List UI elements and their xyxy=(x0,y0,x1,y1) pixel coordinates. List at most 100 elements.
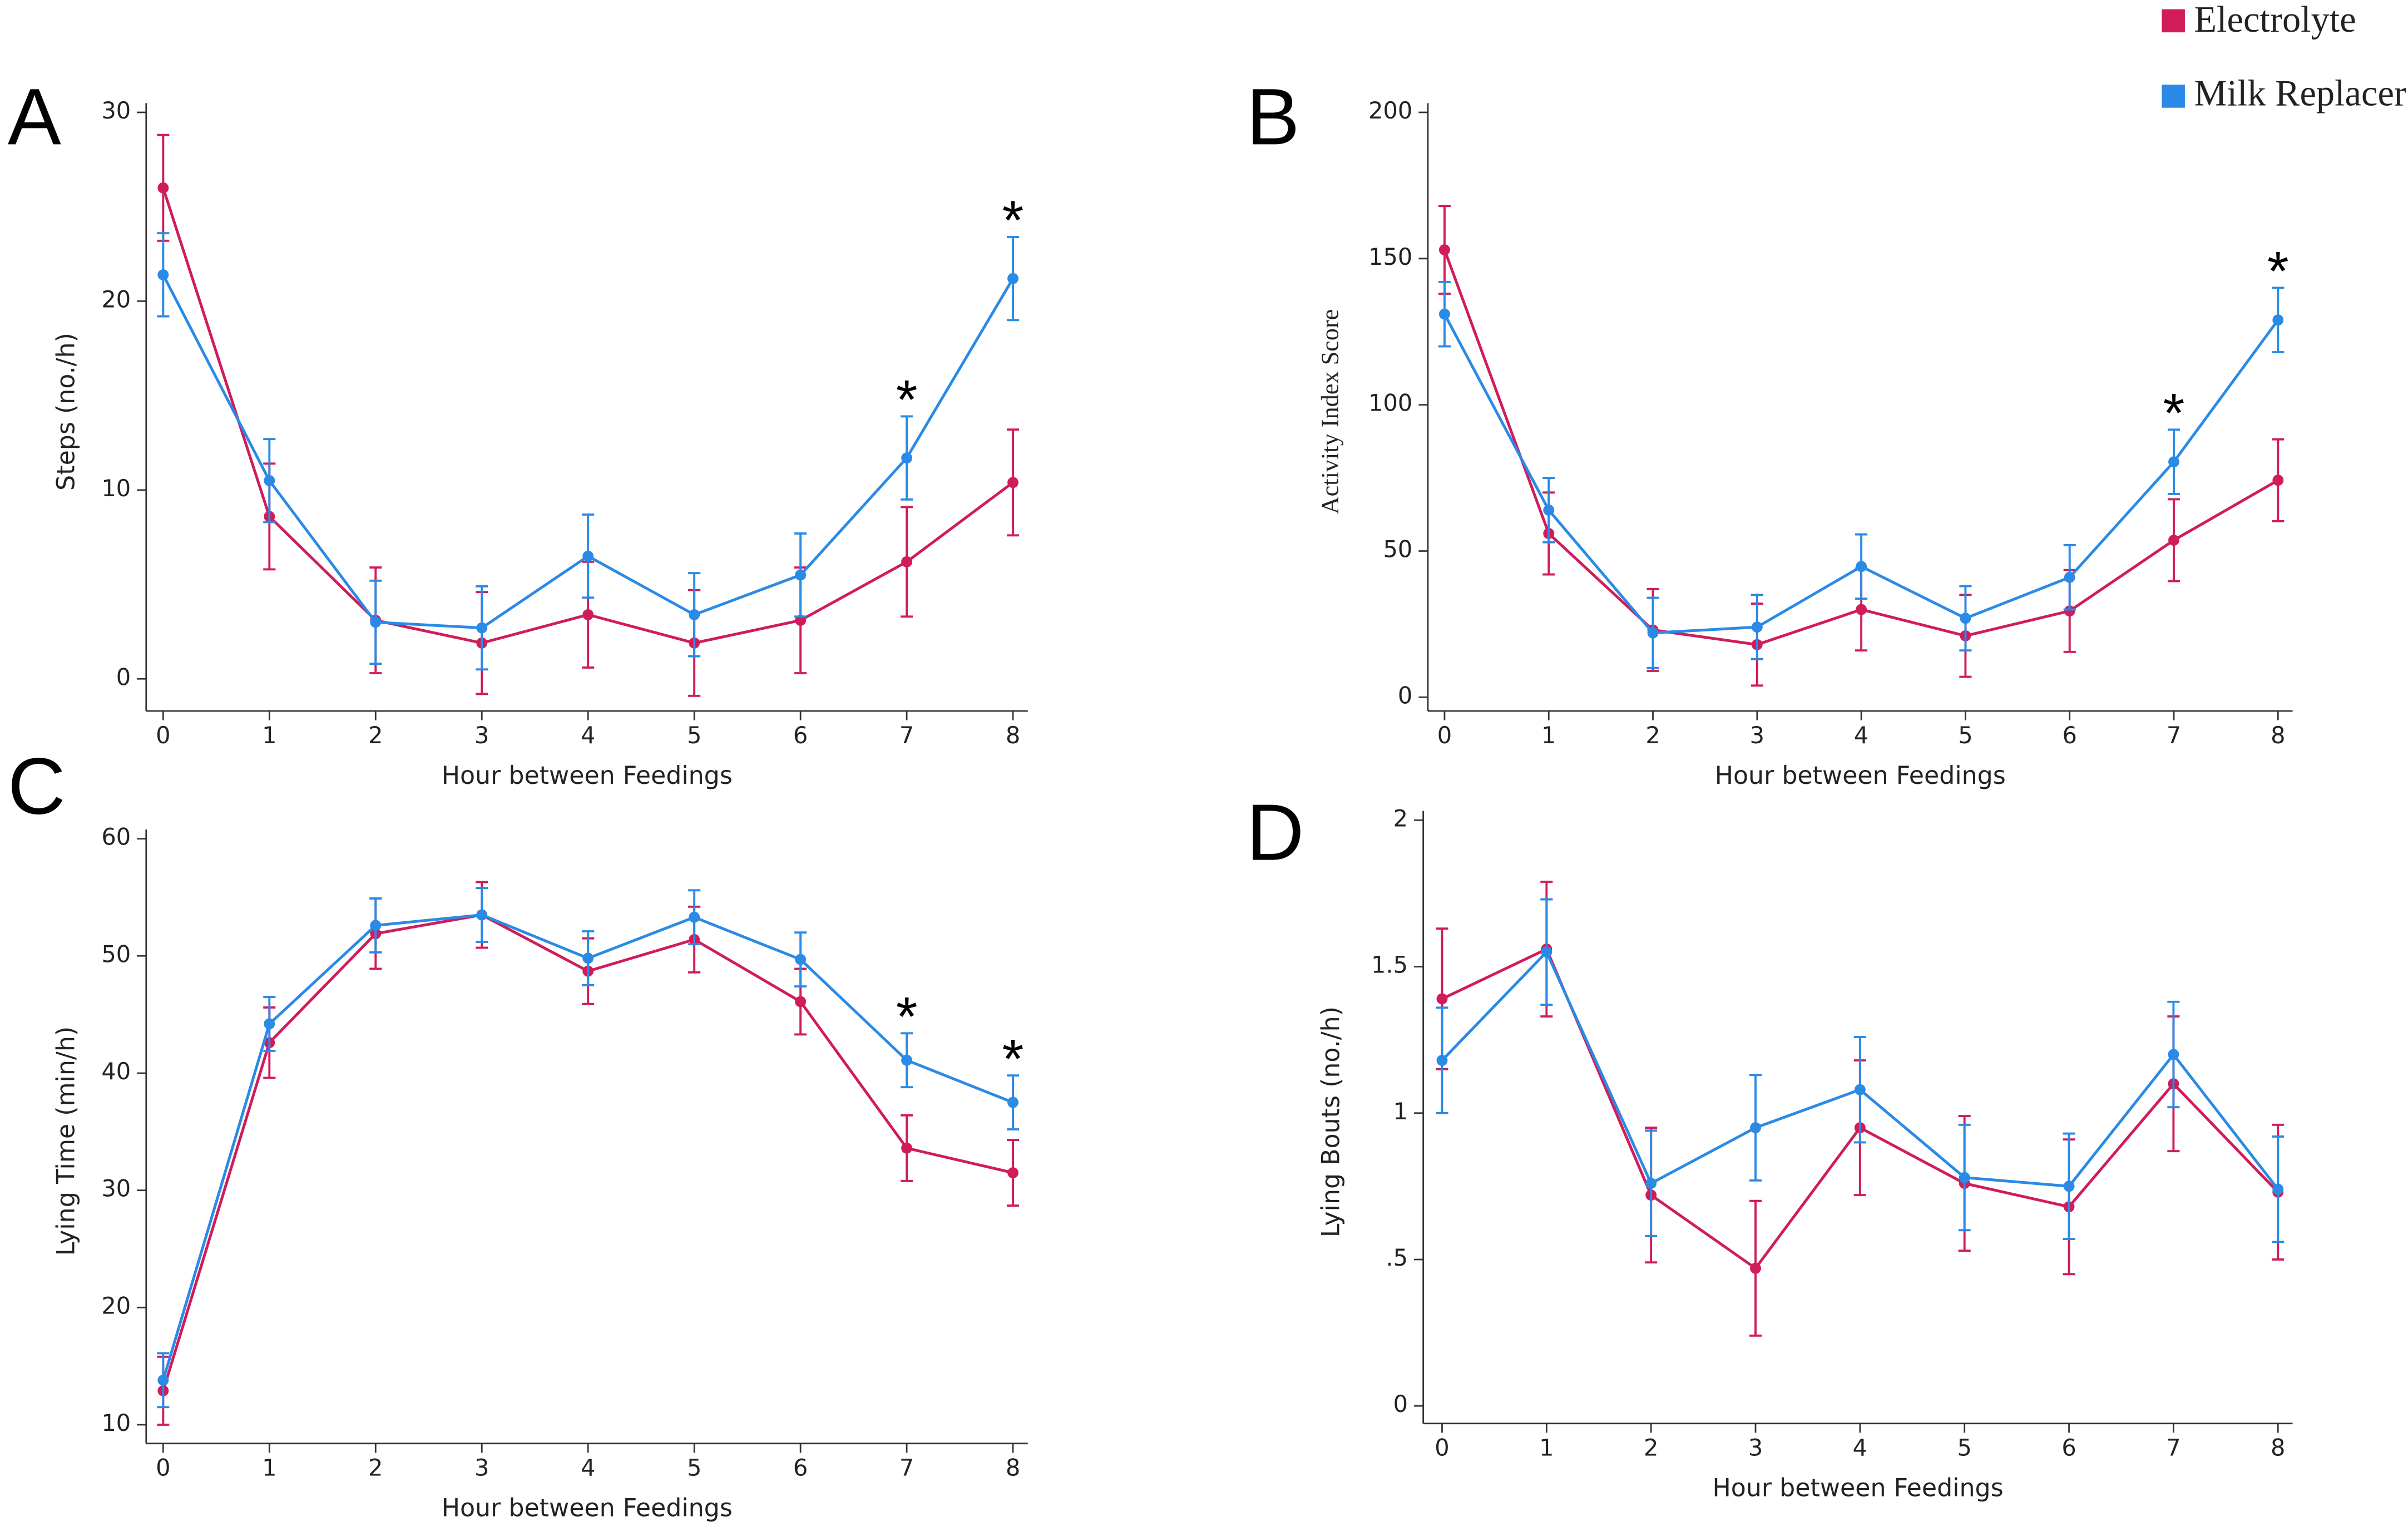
y-axis-label: Activity Index Score xyxy=(1317,309,1344,515)
data-point xyxy=(901,1054,913,1066)
x-tick-label: 5 xyxy=(1957,1434,1972,1461)
data-point xyxy=(1543,504,1555,516)
x-tick-label: 6 xyxy=(793,722,808,749)
data-point xyxy=(2064,571,2075,583)
x-tick-label: 2 xyxy=(1644,1434,1658,1461)
data-point xyxy=(1438,244,1450,255)
y-tick-label: 0 xyxy=(116,663,131,690)
y-tick-label: 40 xyxy=(101,1058,131,1085)
data-point xyxy=(795,954,807,965)
x-tick-label: 6 xyxy=(2063,722,2077,749)
panel-label: C xyxy=(8,742,66,831)
data-point xyxy=(795,569,807,581)
y-tick-label: .5 xyxy=(1386,1244,1408,1271)
y-tick-label: 50 xyxy=(101,940,131,967)
data-point xyxy=(1007,477,1019,488)
significance-marker: * xyxy=(896,369,918,431)
panel: A 0 10 20 30 0 1 2 3 4 5 6 7 8 Hour between Feedings St… xyxy=(8,72,1028,790)
data-point xyxy=(1960,613,1971,624)
x-tick-label: 7 xyxy=(2167,722,2181,749)
data-point xyxy=(901,1142,913,1154)
x-tick-label: 0 xyxy=(156,1454,170,1481)
x-tick-label: 3 xyxy=(474,1454,489,1481)
data-point xyxy=(689,609,700,620)
y-tick-label: 60 xyxy=(101,823,131,851)
data-point xyxy=(1645,1178,1657,1189)
data-point xyxy=(1647,627,1659,639)
y-tick-label: 20 xyxy=(101,1292,131,1319)
data-point xyxy=(2168,1049,2179,1060)
panel: C 10 20 30 40 50 60 0 1 2 3 4 5 6 7 8 Hour between Feedi… xyxy=(8,742,1028,1523)
data-point xyxy=(264,1018,275,1030)
data-point xyxy=(2063,1181,2075,1192)
panel: B 0 50 100 150 200 0 1 2 3 4 5 6 7 8 Hour between Feedi… xyxy=(1247,72,2293,790)
x-tick-label: 1 xyxy=(262,1454,276,1481)
y-axis-label: Steps (no./h) xyxy=(52,333,81,491)
data-point xyxy=(157,269,169,280)
data-point xyxy=(1854,1084,1866,1095)
data-point xyxy=(2272,1183,2284,1195)
y-tick-label: 20 xyxy=(101,285,131,313)
data-point xyxy=(476,622,488,634)
y-tick-label: 30 xyxy=(101,97,131,124)
y-tick-label: 100 xyxy=(1368,389,1412,417)
data-point xyxy=(264,475,275,486)
data-point xyxy=(2064,605,2075,617)
x-tick-label: 3 xyxy=(1748,1434,1763,1461)
x-tick-label: 7 xyxy=(899,1454,914,1481)
x-tick-label: 1 xyxy=(262,722,276,749)
data-point xyxy=(1750,1262,1761,1274)
x-tick-label: 1 xyxy=(1539,1434,1554,1461)
x-tick-label: 2 xyxy=(368,722,383,749)
x-tick-label: 8 xyxy=(2271,1434,2285,1461)
x-tick-label: 5 xyxy=(1958,722,1972,749)
significance-marker: * xyxy=(1002,190,1024,251)
panel-label: A xyxy=(8,72,61,161)
significance-marker: * xyxy=(1002,1028,1024,1090)
y-axis-label: Lying Time (min/h) xyxy=(52,1026,81,1256)
significance-marker: * xyxy=(896,986,918,1048)
data-point xyxy=(1436,993,1448,1005)
y-tick-label: 200 xyxy=(1368,97,1412,124)
x-tick-label: 4 xyxy=(581,1454,595,1481)
data-point xyxy=(1856,604,1867,615)
legend-label: Electrolyte xyxy=(2194,0,2356,40)
x-axis-label: Hour between Feedings xyxy=(442,762,733,790)
x-axis-label: Hour between Feedings xyxy=(1713,1474,2004,1503)
data-point xyxy=(1959,1172,1970,1183)
x-tick-label: 7 xyxy=(2166,1434,2180,1461)
significance-marker: * xyxy=(2267,241,2289,303)
y-tick-label: 0 xyxy=(1393,1390,1408,1418)
data-point xyxy=(2168,535,2179,546)
x-tick-label: 0 xyxy=(1437,722,1452,749)
x-tick-label: 4 xyxy=(1853,1434,1867,1461)
x-tick-label: 0 xyxy=(1435,1434,1449,1461)
x-axis-label: Hour between Feedings xyxy=(442,1494,733,1523)
x-tick-label: 8 xyxy=(1006,722,1020,749)
data-point xyxy=(2168,456,2179,468)
y-tick-label: 150 xyxy=(1368,243,1412,270)
data-point xyxy=(689,911,700,923)
x-tick-label: 0 xyxy=(156,722,170,749)
data-point xyxy=(582,952,594,964)
y-tick-label: 0 xyxy=(1398,681,1412,709)
x-tick-label: 2 xyxy=(368,1454,383,1481)
data-point xyxy=(370,920,382,931)
x-tick-label: 8 xyxy=(2271,722,2285,749)
y-axis-label: Lying Bouts (no./h) xyxy=(1317,1006,1345,1237)
x-tick-label: 7 xyxy=(899,722,914,749)
data-point xyxy=(582,609,594,620)
y-tick-label: 10 xyxy=(101,475,131,502)
y-tick-label: 1.5 xyxy=(1371,951,1408,979)
y-tick-label: 2 xyxy=(1393,804,1408,832)
x-tick-label: 5 xyxy=(687,1454,701,1481)
data-point xyxy=(1007,1167,1019,1178)
y-tick-label: 50 xyxy=(1383,535,1413,562)
y-tick-label: 10 xyxy=(101,1409,131,1436)
data-point xyxy=(1007,273,1019,284)
legend-label: Milk Replacer xyxy=(2194,73,2407,114)
panel-label: B xyxy=(1247,72,1300,161)
legend-swatch xyxy=(2162,9,2185,33)
data-point xyxy=(1007,1097,1019,1108)
